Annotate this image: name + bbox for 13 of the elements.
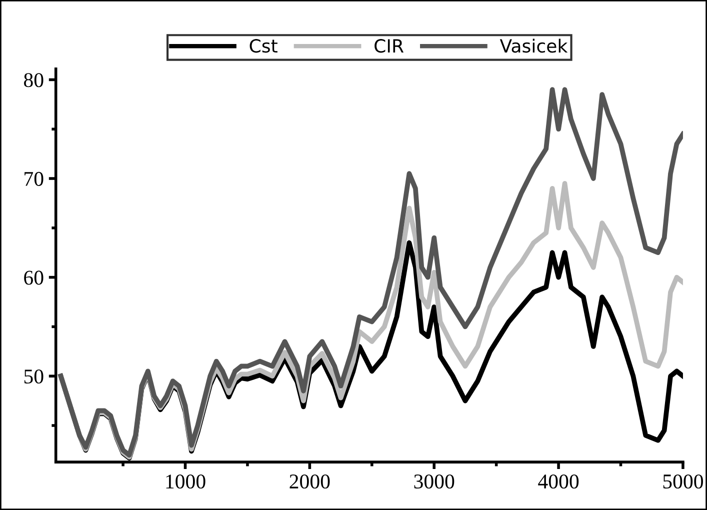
y-tick-label: 50	[24, 369, 44, 384]
legend-label: Vasicek	[500, 38, 568, 53]
y-tick-label: 70	[24, 172, 44, 186]
x-tick-label: 4000	[538, 474, 579, 489]
x-tick-label: 5000	[663, 474, 703, 489]
line-series	[58, 87, 683, 458]
x-tick-label: 3000	[414, 474, 454, 489]
legend-label: CIR	[374, 39, 404, 53]
x-tick-label: 1000	[166, 474, 206, 489]
legend-label: Cst	[250, 39, 278, 53]
x-tick-label: 2000	[290, 474, 330, 489]
y-tick-label: 80	[24, 73, 44, 88]
y-tick-label: 60	[24, 270, 44, 285]
